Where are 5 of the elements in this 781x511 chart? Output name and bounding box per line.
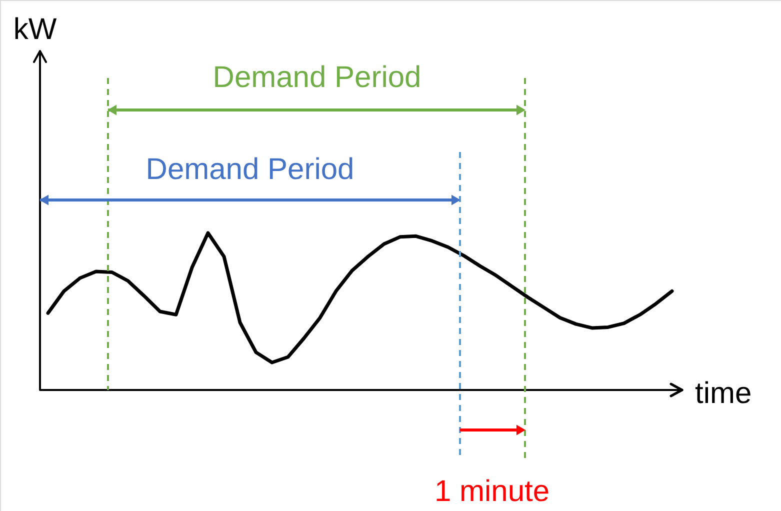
text: 1 minute — [434, 475, 550, 508]
text: Demand Period — [212, 61, 422, 94]
text: Demand Period — [146, 153, 354, 186]
x-axis-title: time — [695, 377, 752, 410]
text: kW — [13, 13, 58, 46]
